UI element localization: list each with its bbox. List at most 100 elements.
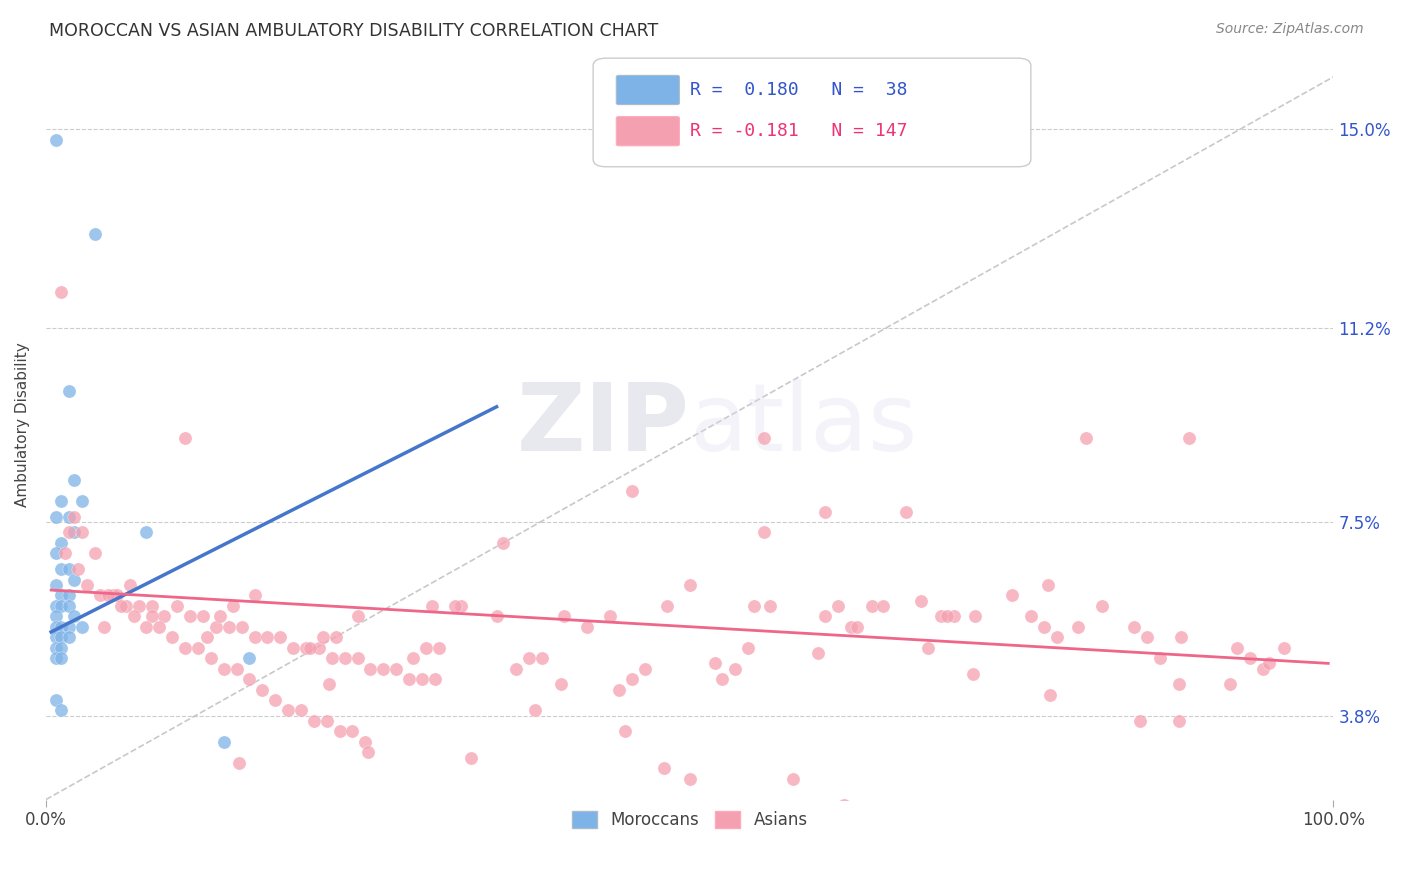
Point [283, 640, 305, 655]
Point [1032, 620, 1054, 634]
Point [1239, 651, 1261, 665]
Point [63, 509, 86, 524]
Point [45, 609, 67, 624]
Point [315, 714, 337, 728]
Point [620, 672, 643, 686]
Point [83, 546, 105, 560]
Point [655, 599, 678, 613]
Point [166, 599, 188, 613]
Point [63, 473, 86, 487]
Point [221, 599, 243, 613]
Point [118, 578, 141, 592]
Point [83, 227, 105, 241]
Point [1036, 578, 1059, 592]
Point [252, 682, 274, 697]
Point [346, 609, 368, 624]
Point [51, 620, 73, 634]
Point [277, 704, 299, 718]
Point [917, 640, 939, 655]
FancyBboxPatch shape [616, 117, 679, 145]
Point [1129, 714, 1152, 728]
Point [524, 704, 547, 718]
Point [599, 609, 621, 624]
Point [679, 578, 702, 592]
Point [174, 431, 197, 445]
Point [1178, 431, 1201, 445]
Point [427, 640, 450, 655]
Point [1170, 630, 1192, 644]
Point [758, 599, 780, 613]
Point [936, 609, 959, 624]
Point [191, 609, 214, 624]
Text: R = -0.181   N = 147: R = -0.181 N = 147 [690, 122, 907, 140]
Point [51, 536, 73, 550]
Point [135, 525, 157, 540]
Point [45, 133, 67, 147]
Point [550, 677, 572, 691]
Point [814, 504, 837, 518]
Point [89, 588, 111, 602]
Point [910, 593, 932, 607]
Point [1136, 630, 1159, 644]
Point [782, 772, 804, 786]
Text: atlas: atlas [690, 379, 918, 471]
Point [965, 609, 987, 624]
Point [827, 599, 849, 613]
Point [318, 677, 340, 691]
Point [328, 724, 350, 739]
Point [135, 620, 157, 634]
Point [505, 662, 527, 676]
Point [76, 578, 98, 592]
Point [105, 588, 128, 602]
Point [63, 609, 86, 624]
Point [212, 662, 235, 676]
Point [45, 546, 67, 560]
Point [295, 640, 318, 655]
Point [58, 562, 80, 576]
Point [67, 562, 90, 576]
Point [97, 588, 120, 602]
Point [460, 750, 482, 764]
Point [710, 672, 733, 686]
Point [679, 772, 702, 786]
Point [553, 609, 575, 624]
Point [1167, 677, 1189, 691]
Point [238, 651, 260, 665]
Point [342, 724, 364, 739]
Point [58, 588, 80, 602]
Point [357, 745, 380, 759]
Point [70, 620, 93, 634]
Point [1226, 640, 1249, 655]
Point [1067, 620, 1090, 634]
FancyBboxPatch shape [616, 76, 679, 104]
Point [385, 662, 408, 676]
Point [51, 588, 73, 602]
Point [846, 620, 869, 634]
Point [58, 525, 80, 540]
Point [1251, 662, 1274, 676]
Point [614, 724, 637, 739]
Point [51, 599, 73, 613]
Point [58, 630, 80, 644]
Point [754, 431, 776, 445]
Point [110, 599, 132, 613]
Point [517, 651, 540, 665]
Point [58, 599, 80, 613]
Point [321, 651, 343, 665]
Point [1045, 630, 1067, 644]
Point [200, 651, 222, 665]
Point [1274, 640, 1296, 655]
Point [58, 620, 80, 634]
Point [70, 525, 93, 540]
Point [51, 651, 73, 665]
Point [45, 693, 67, 707]
Point [122, 609, 145, 624]
Point [1000, 588, 1022, 602]
Point [1076, 431, 1098, 445]
Point [141, 609, 163, 624]
Point [894, 504, 917, 518]
Point [492, 536, 515, 550]
Point [298, 640, 321, 655]
Point [195, 630, 218, 644]
Point [607, 682, 630, 697]
